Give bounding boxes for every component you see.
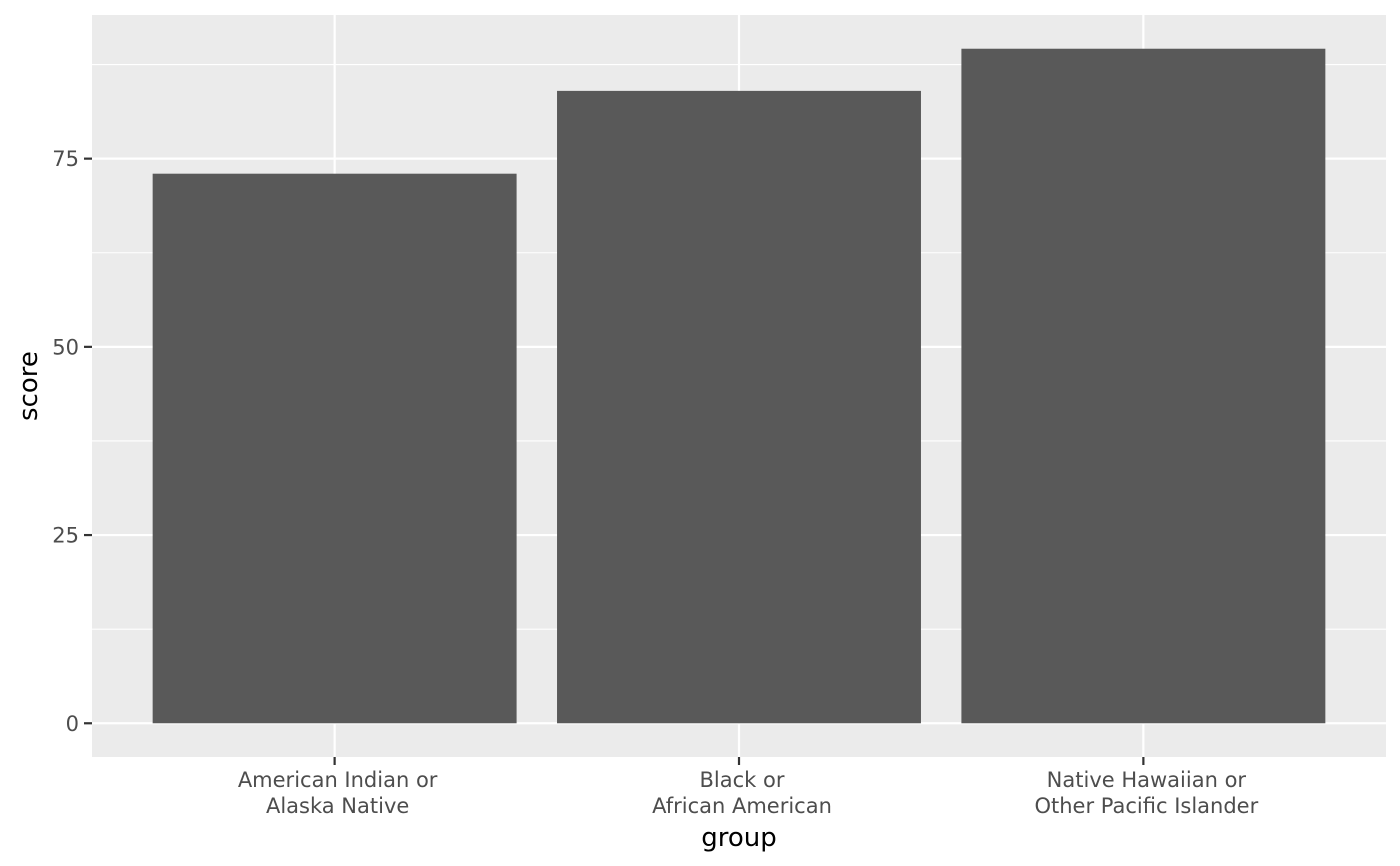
y-tick-label: 50 — [52, 335, 79, 359]
y-axis: 0 25 50 75 — [52, 147, 92, 736]
y-tick-label: 25 — [52, 524, 79, 548]
x-tick-label: Alaska Native — [266, 794, 409, 818]
x-tick-label: Black or — [700, 768, 785, 792]
x-tick-label: African American — [652, 794, 832, 818]
bars — [152, 48, 1326, 724]
bar — [152, 173, 517, 724]
bar — [961, 48, 1326, 724]
y-axis-title: score — [14, 351, 44, 421]
y-tick-label: 0 — [66, 712, 79, 736]
x-tick-label: American Indian or — [238, 768, 438, 792]
y-tick-label: 75 — [52, 147, 79, 171]
bar — [557, 90, 921, 724]
x-tick-label: Native Hawaiian or — [1047, 768, 1247, 792]
x-tick-label: Other Pacific Islander — [1034, 794, 1258, 818]
x-axis-title: group — [701, 823, 777, 853]
